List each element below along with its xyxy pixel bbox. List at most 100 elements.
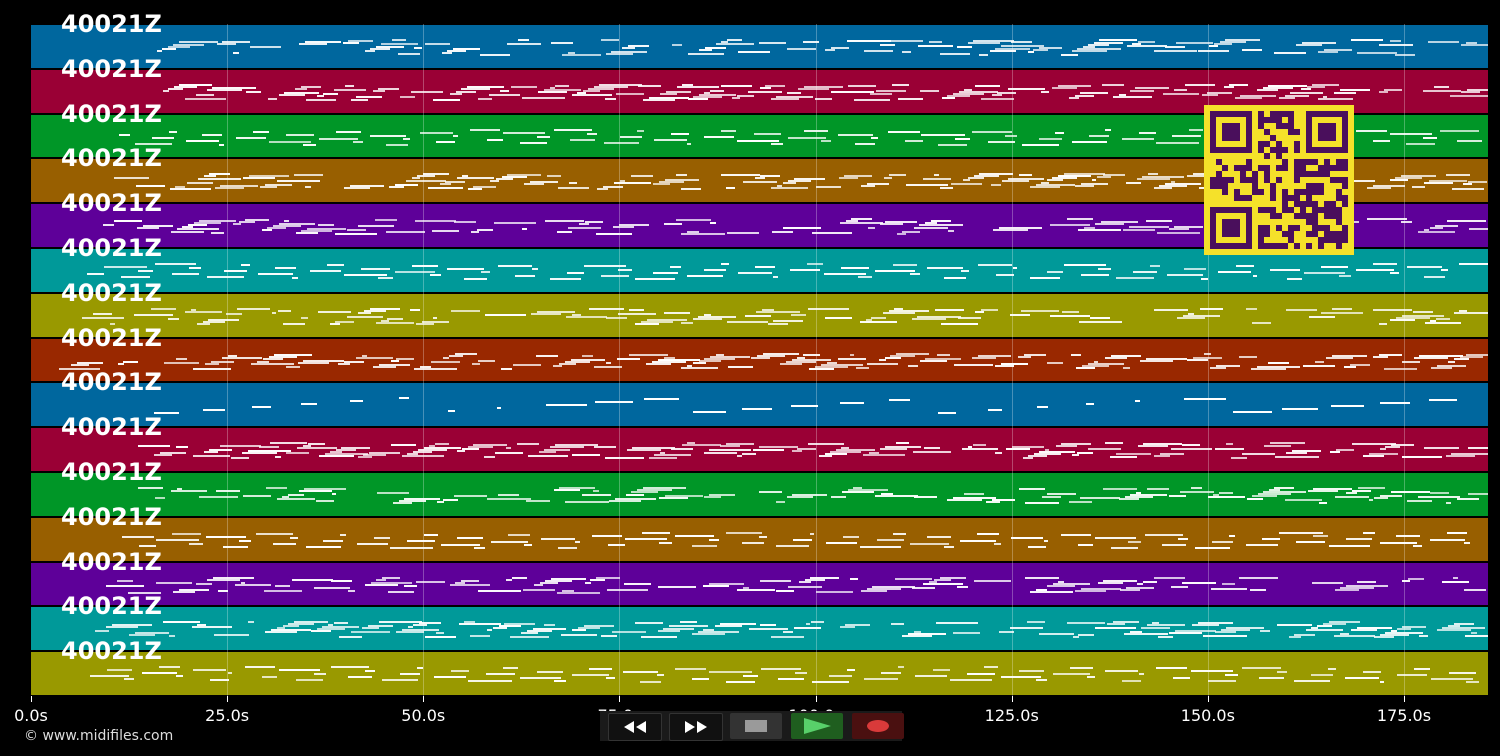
midi-note [1435,225,1458,228]
midi-note [223,270,248,272]
midi-note [537,671,564,674]
midi-note [389,186,404,189]
midi-note [304,41,342,43]
midi-note [1322,623,1347,626]
midi-note [692,317,723,320]
midi-note [103,266,148,268]
stop-button[interactable] [730,713,782,739]
midi-note [295,87,308,90]
midi-note [868,452,879,455]
track-label: 40021Z [61,637,162,666]
midi-note [142,225,174,228]
midi-note [1175,42,1214,44]
midi-note [637,489,673,491]
midi-note [499,89,509,92]
midi-note [640,681,661,684]
midi-note [1021,309,1059,312]
midi-note [350,400,364,403]
midi-note [1140,627,1171,630]
midi-note [1372,185,1406,188]
midi-note [218,589,229,592]
play-button[interactable] [791,713,843,739]
midi-note [275,267,296,269]
midi-note [830,496,846,498]
tick-mark [31,696,32,702]
midi-note [658,585,696,588]
midi-note [780,362,803,365]
midi-note [456,450,465,453]
midi-note [1429,492,1449,494]
midi-note [1152,622,1159,625]
midi-note [390,546,433,549]
midi-note [1429,538,1465,541]
midi-note [1192,356,1223,359]
midi-note [1094,536,1136,539]
midi-note [1407,577,1424,580]
midi-note [168,87,184,90]
midi-note [1362,671,1382,674]
midi-note [1306,85,1326,88]
midi-note [910,542,949,545]
midi-note [1213,494,1219,496]
midi-note [608,543,625,546]
midi-note [657,630,680,633]
midi-note [1414,668,1431,671]
midi-note [411,90,444,93]
midi-note [1378,353,1403,356]
tick-label: 50.0s [401,706,446,725]
midi-note [387,317,403,320]
midi-note [807,307,849,310]
midi-note [173,590,195,593]
midi-note [315,500,335,502]
track-label: 40021Z [61,144,162,173]
midi-note [995,48,1030,50]
midi-note [770,97,799,100]
midi-note [1460,355,1484,358]
midi-note [816,186,842,189]
midi-note [333,88,366,91]
midi-note [934,308,964,311]
midi-note [1456,139,1482,142]
midi-note [1285,499,1322,501]
midi-note [414,220,457,223]
rewind-button[interactable] [608,713,662,741]
midi-note [1171,585,1188,588]
midi-note [1374,497,1388,499]
midi-note [168,635,175,638]
midi-note [1153,187,1173,190]
midi-note [1069,501,1092,503]
midi-note [443,499,459,501]
midi-note [663,311,691,314]
fast-forward-button[interactable] [669,713,723,741]
midi-note [693,411,726,414]
record-button[interactable] [852,713,904,739]
midi-note [248,621,254,624]
midi-note [1241,49,1262,51]
midi-note [284,220,290,223]
midi-note [352,140,364,143]
midi-note [703,496,722,498]
midi-note [1027,621,1046,624]
midi-note [759,42,787,44]
play-icon [804,718,831,734]
midi-note [184,97,226,100]
midi-note [1293,680,1330,683]
midi-note [455,90,476,93]
midi-note [405,180,447,183]
midi-note [844,175,873,178]
midi-note [546,404,588,407]
midi-note [775,544,810,547]
midi-note [1346,537,1373,540]
midi-note [968,177,985,180]
midi-note [867,362,898,365]
midi-note [531,312,561,315]
midi-note [553,364,562,367]
midi-note [704,47,726,49]
midi-note [1225,443,1233,446]
midi-note [1093,42,1123,44]
midi-note [450,309,481,312]
midi-note [698,315,737,318]
midi-note [809,532,815,535]
midi-note [872,585,916,588]
midi-note [947,499,982,501]
